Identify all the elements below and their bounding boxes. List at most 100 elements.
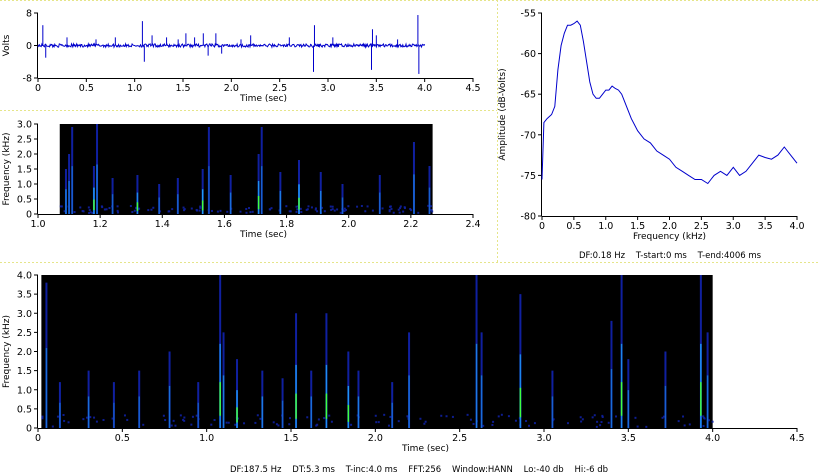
spectrogram_full-noise-cell	[634, 416, 637, 419]
spectrogram_full-noise-cell	[528, 424, 531, 427]
spectrogram_zoom-noise-cell	[239, 210, 242, 213]
spectrogram_full-noise-cell	[525, 420, 528, 423]
spectrogram_full-noise-cell	[272, 421, 275, 424]
waveform-x-tick-label: 3.0	[320, 83, 335, 94]
waveform-x-label: Time (sec)	[239, 94, 287, 104]
spectrogram_full-noise-cell	[466, 413, 469, 416]
spectrum-x-tick-label: 1.5	[630, 221, 645, 232]
spectrogram_zoom-noise-cell	[249, 211, 252, 214]
spectrogram_full-y-tick-label: 1.5	[17, 366, 32, 377]
spectrogram_full-noise-cell	[288, 417, 291, 420]
spectrogram_zoom-x-tick-label: 1.8	[279, 219, 294, 230]
spectrogram_zoom-noise-cell	[108, 207, 111, 210]
spectrogram_zoom-noise-cell	[116, 205, 119, 208]
spectrum-y-tick-label: -65	[520, 90, 536, 101]
spectrogram_full-noise-cell	[683, 424, 686, 427]
spectrogram_zoom-noise-cell	[381, 207, 384, 210]
waveform-x-tick-label: 0	[35, 83, 41, 94]
spectrogram_full-noise-cell	[514, 419, 517, 422]
spectrogram_full-noise-cell	[227, 421, 230, 424]
waveform-y-tick-label: -8	[23, 74, 32, 85]
spectrum-y-tick-label: -55	[520, 9, 536, 20]
spectrogram_full-noise-cell	[51, 425, 54, 428]
spectrogram_zoom-noise-cell	[343, 210, 346, 213]
spectrogram_zoom-noise-cell	[285, 205, 288, 208]
spectrogram_full-noise-cell	[424, 420, 427, 423]
spectrogram_full-y-tick-label: 0	[26, 424, 32, 435]
spectrogram_full-noise-cell	[482, 424, 485, 427]
spectrogram_full-noise-cell	[682, 415, 685, 418]
spectrogram_full-y-tick-label: 2.5	[17, 328, 32, 339]
spectrogram_zoom-y-tick-label: 1.5	[17, 165, 32, 176]
spectrogram_zoom-noise-cell	[87, 206, 90, 209]
spectrogram_full-noise-cell	[595, 425, 598, 428]
spectrogram_zoom-noise-cell	[210, 209, 213, 212]
waveform-x-tick-label: 2.5	[272, 83, 287, 94]
waveform-y-tick-label: 8	[26, 9, 32, 20]
spectrogram_zoom-noise-cell	[314, 208, 317, 211]
spectrogram_zoom-noise-cell	[388, 209, 391, 212]
spectrogram_full-noise-cell	[661, 416, 664, 419]
spectrogram_zoom-noise-cell	[116, 209, 119, 212]
spectrogram_full-noise-cell	[440, 414, 443, 417]
spectrum-x-tick-label: 0.5	[566, 221, 581, 232]
spectrogram_full-noise-cell	[67, 421, 70, 424]
spectrogram_full-noise-cell	[377, 421, 380, 424]
spectrogram_full-noise-cell	[500, 413, 503, 416]
spectrogram_zoom-chart: 1.0 1.2 1.4 1.6 1.8 2.0 2.2 2.4 0 0.5 1.0 1.5 2.0 2.5…	[2, 120, 481, 241]
spectrogram_full-x-tick-label: 3.0	[536, 433, 551, 444]
spectrogram_full-noise-cell	[142, 423, 145, 426]
spectrogram_full-x-tick-label: 0.5	[115, 433, 130, 444]
spectrogram_zoom-noise-cell	[199, 205, 202, 208]
spectrogram_zoom-noise-cell	[88, 211, 91, 214]
spectrogram_zoom-noise-cell	[392, 211, 395, 214]
spectrogram_zoom-noise-cell	[331, 208, 334, 211]
spectrogram_zoom-noise-cell	[299, 207, 302, 210]
spectrogram_zoom-noise-cell	[329, 205, 332, 208]
spectrogram_full-noise-cell	[677, 420, 680, 423]
spectrogram_zoom-x-label: Time (sec)	[239, 230, 287, 240]
spectrogram_zoom-noise-cell	[427, 204, 430, 207]
spectrogram_full-y-tick-label: 3.5	[17, 290, 32, 301]
spectrogram_full-noise-cell	[491, 423, 494, 426]
spectrogram_zoom-noise-cell	[288, 210, 291, 213]
spectrogram_zoom-noise-cell	[73, 211, 76, 214]
waveform-x-tick-label: 4.5	[465, 83, 480, 94]
spectrogram_full-noise-cell	[330, 420, 333, 423]
spectrogram_full-x-tick-label: 1.5	[283, 433, 298, 444]
spectrogram_zoom-noise-cell	[399, 205, 402, 208]
spectrogram_zoom-x-tick-label: 1.2	[93, 219, 108, 230]
spectrogram_full-x-tick-label: 3.5	[621, 433, 636, 444]
spectrogram_full-x-tick-label: 4.5	[789, 433, 804, 444]
spectrogram_full-noise-cell	[707, 419, 710, 422]
spectrogram_full-noise-cell	[600, 421, 603, 424]
spectrogram_zoom-noise-cell	[105, 208, 108, 211]
spectrogram_zoom-noise-cell	[410, 209, 413, 212]
spectrum-x-tick-label: 4.0	[789, 221, 804, 232]
spectrogram_zoom-noise-cell	[183, 209, 186, 212]
waveform-y-tick-label: 0	[26, 41, 32, 52]
spectrogram_zoom-y-tick-label: 3.0	[17, 120, 32, 131]
spectrogram_zoom-noise-cell	[305, 208, 308, 211]
spectrogram_zoom-noise-cell	[360, 204, 363, 207]
spectrum-x-tick-label: 2.5	[694, 221, 709, 232]
spectrogram_full-noise-cell	[41, 417, 44, 420]
spectrogram_zoom-noise-cell	[129, 205, 132, 208]
spectrogram_full-noise-cell	[601, 416, 604, 419]
spectrogram_zoom-noise-cell	[300, 211, 303, 214]
spectrogram_full-noise-cell	[41, 415, 44, 418]
spectrogram_full-noise-cell	[497, 415, 500, 418]
spectrogram_full-noise-cell	[254, 421, 257, 424]
spectrogram_zoom-noise-cell	[89, 211, 92, 214]
spectrogram_zoom-noise-cell	[403, 207, 406, 210]
spectrogram_full-noise-cell	[89, 416, 92, 419]
spectrogram_zoom-noise-cell	[397, 208, 400, 211]
spectrogram_full-noise-cell	[591, 416, 594, 419]
spectrogram_zoom-y-label: Frequency (kHz)	[2, 132, 12, 205]
spectrum-line	[541, 20, 798, 185]
spectrogram_zoom-noise-cell	[198, 209, 201, 212]
spectrogram_zoom-noise-cell	[323, 210, 326, 213]
spectrogram_full-noise-cell	[601, 414, 604, 417]
spectrogram_full-noise-cell	[102, 418, 105, 421]
spectrogram_full-noise-cell	[86, 416, 89, 419]
